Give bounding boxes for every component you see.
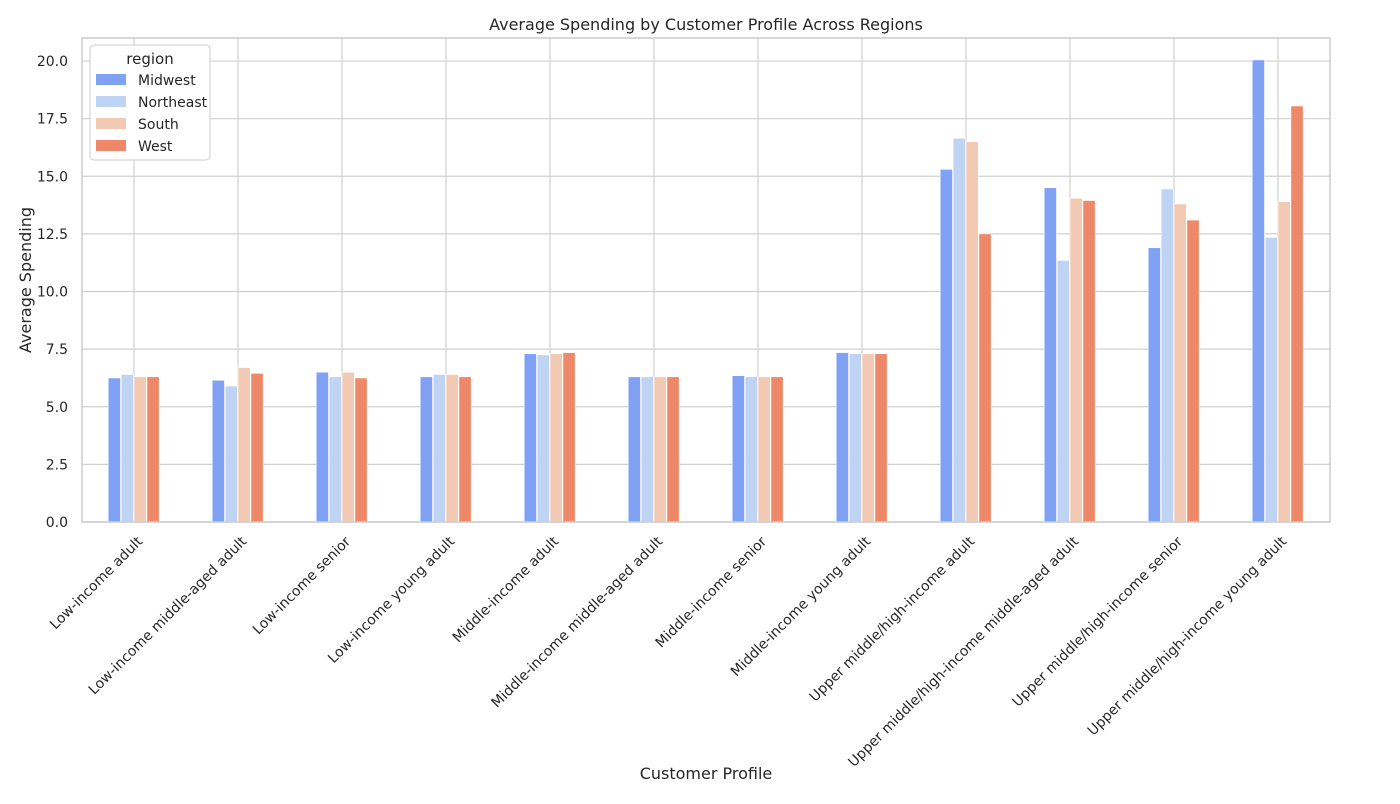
bar-midwest — [523, 353, 537, 523]
bar-northeast — [224, 385, 238, 523]
bar-west — [458, 376, 472, 523]
chart-title: Average Spending by Customer Profile Acr… — [489, 15, 923, 34]
bar-south — [1277, 201, 1291, 523]
bar-south — [237, 367, 251, 523]
bar-midwest — [731, 375, 745, 523]
bar-west — [562, 352, 576, 523]
bar-south — [549, 353, 563, 523]
bar-northeast — [120, 374, 134, 523]
bar-northeast — [744, 376, 758, 523]
bar-west — [354, 377, 368, 523]
x-tick-label: Middle-income middle-aged adult — [489, 533, 667, 711]
bar-south — [133, 376, 147, 523]
y-tick-label: 10.0 — [37, 285, 68, 301]
x-tick-label: Upper middle/high-income young adult — [1085, 533, 1291, 739]
bar-west — [874, 353, 888, 523]
bar-south — [341, 371, 355, 523]
y-tick-label: 12.5 — [37, 227, 68, 243]
y-tick-label: 15.0 — [37, 169, 68, 185]
bar-west — [250, 373, 264, 523]
bar-west — [146, 376, 160, 523]
y-tick-label: 5.0 — [46, 400, 68, 416]
legend-items: Midwest Northeast South West — [96, 73, 208, 155]
y-tick-label: 2.5 — [46, 457, 68, 473]
bar-midwest — [1251, 59, 1265, 523]
bar-northeast — [640, 376, 654, 523]
bar-south — [861, 353, 875, 523]
bar-west — [978, 233, 992, 523]
bar-south — [1069, 197, 1083, 523]
legend-label-northeast: Northeast — [138, 95, 208, 111]
bar-midwest — [1147, 247, 1161, 523]
plot-frame — [81, 37, 1331, 523]
bar-northeast — [952, 137, 966, 523]
bar-northeast — [536, 354, 550, 523]
bar-midwest — [419, 376, 433, 523]
grid-layer — [82, 38, 1330, 523]
bar-west — [1290, 105, 1304, 523]
bar-west — [770, 376, 784, 523]
x-tick-label: Upper middle/high-income adult — [807, 533, 979, 705]
bar-northeast — [848, 353, 862, 523]
bar-midwest — [211, 379, 225, 523]
legend: region Midwest Northeast South West — [89, 44, 211, 161]
bar-midwest — [107, 377, 121, 523]
legend-swatch-northeast — [96, 96, 126, 107]
y-tick-label: 17.5 — [37, 112, 68, 128]
y-axis-title: Average Spending — [16, 207, 35, 353]
x-tick-label: Middle-income senior — [653, 534, 771, 652]
bar-south — [653, 376, 667, 523]
legend-box — [89, 44, 211, 161]
bar-south — [1173, 203, 1187, 523]
bar-northeast — [1264, 237, 1278, 523]
y-tick-label: 0.0 — [46, 515, 68, 531]
bar-midwest — [939, 169, 953, 523]
bar-midwest — [1043, 187, 1057, 523]
x-tick-label: Middle-income adult — [450, 533, 563, 646]
bar-midwest — [315, 371, 329, 523]
bar-northeast — [328, 376, 342, 523]
legend-swatch-south — [96, 118, 126, 129]
bar-south — [965, 141, 979, 523]
y-tick-label: 20.0 — [37, 54, 68, 70]
legend-swatch-west — [96, 140, 126, 151]
bar-west — [1186, 219, 1200, 523]
x-tick-label: Low-income senior — [250, 534, 354, 638]
legend-label-south: South — [138, 117, 179, 133]
bar-midwest — [627, 376, 641, 523]
bar-west — [666, 376, 680, 523]
legend-label-midwest: Midwest — [138, 73, 196, 89]
bar-west — [1082, 200, 1096, 523]
x-tick-label: Low-income adult — [47, 533, 146, 632]
bar-midwest — [835, 352, 849, 523]
bar-south — [445, 374, 459, 523]
x-axis-title: Customer Profile — [640, 764, 773, 783]
legend-title: region — [126, 50, 173, 68]
legend-label-west: West — [138, 139, 173, 155]
bar-northeast — [432, 374, 446, 523]
bar-south — [757, 376, 771, 523]
x-tick-label: Upper middle/high-income middle-aged adu… — [845, 533, 1082, 770]
y-tick-labels: 0.0 2.5 5.0 7.5 10.0 12.5 15.0 17.5 20.0 — [37, 54, 68, 531]
y-tick-label: 7.5 — [46, 342, 68, 358]
bar-northeast — [1056, 260, 1070, 523]
legend-swatch-midwest — [96, 74, 126, 85]
x-tick-label: Upper middle/high-income senior — [1010, 534, 1187, 711]
bar-northeast — [1160, 188, 1174, 523]
